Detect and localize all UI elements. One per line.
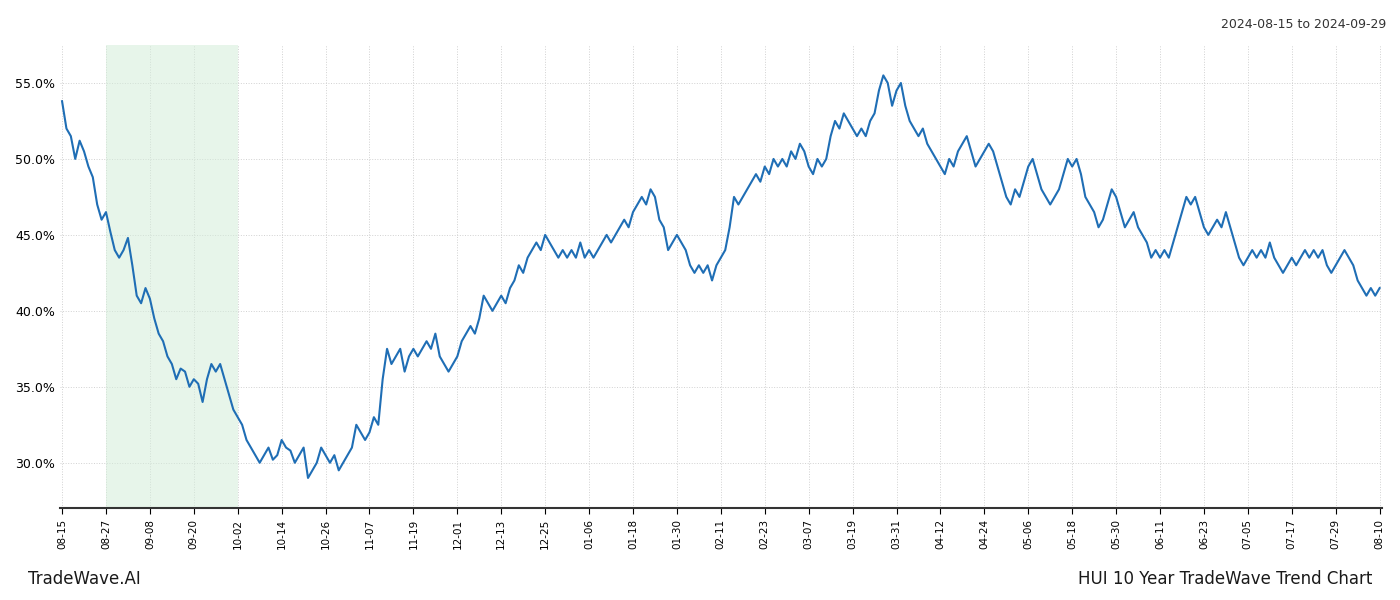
- Text: 2024-08-15 to 2024-09-29: 2024-08-15 to 2024-09-29: [1221, 18, 1386, 31]
- Bar: [106, 45, 238, 508]
- Text: HUI 10 Year TradeWave Trend Chart: HUI 10 Year TradeWave Trend Chart: [1078, 570, 1372, 588]
- Text: TradeWave.AI: TradeWave.AI: [28, 570, 141, 588]
